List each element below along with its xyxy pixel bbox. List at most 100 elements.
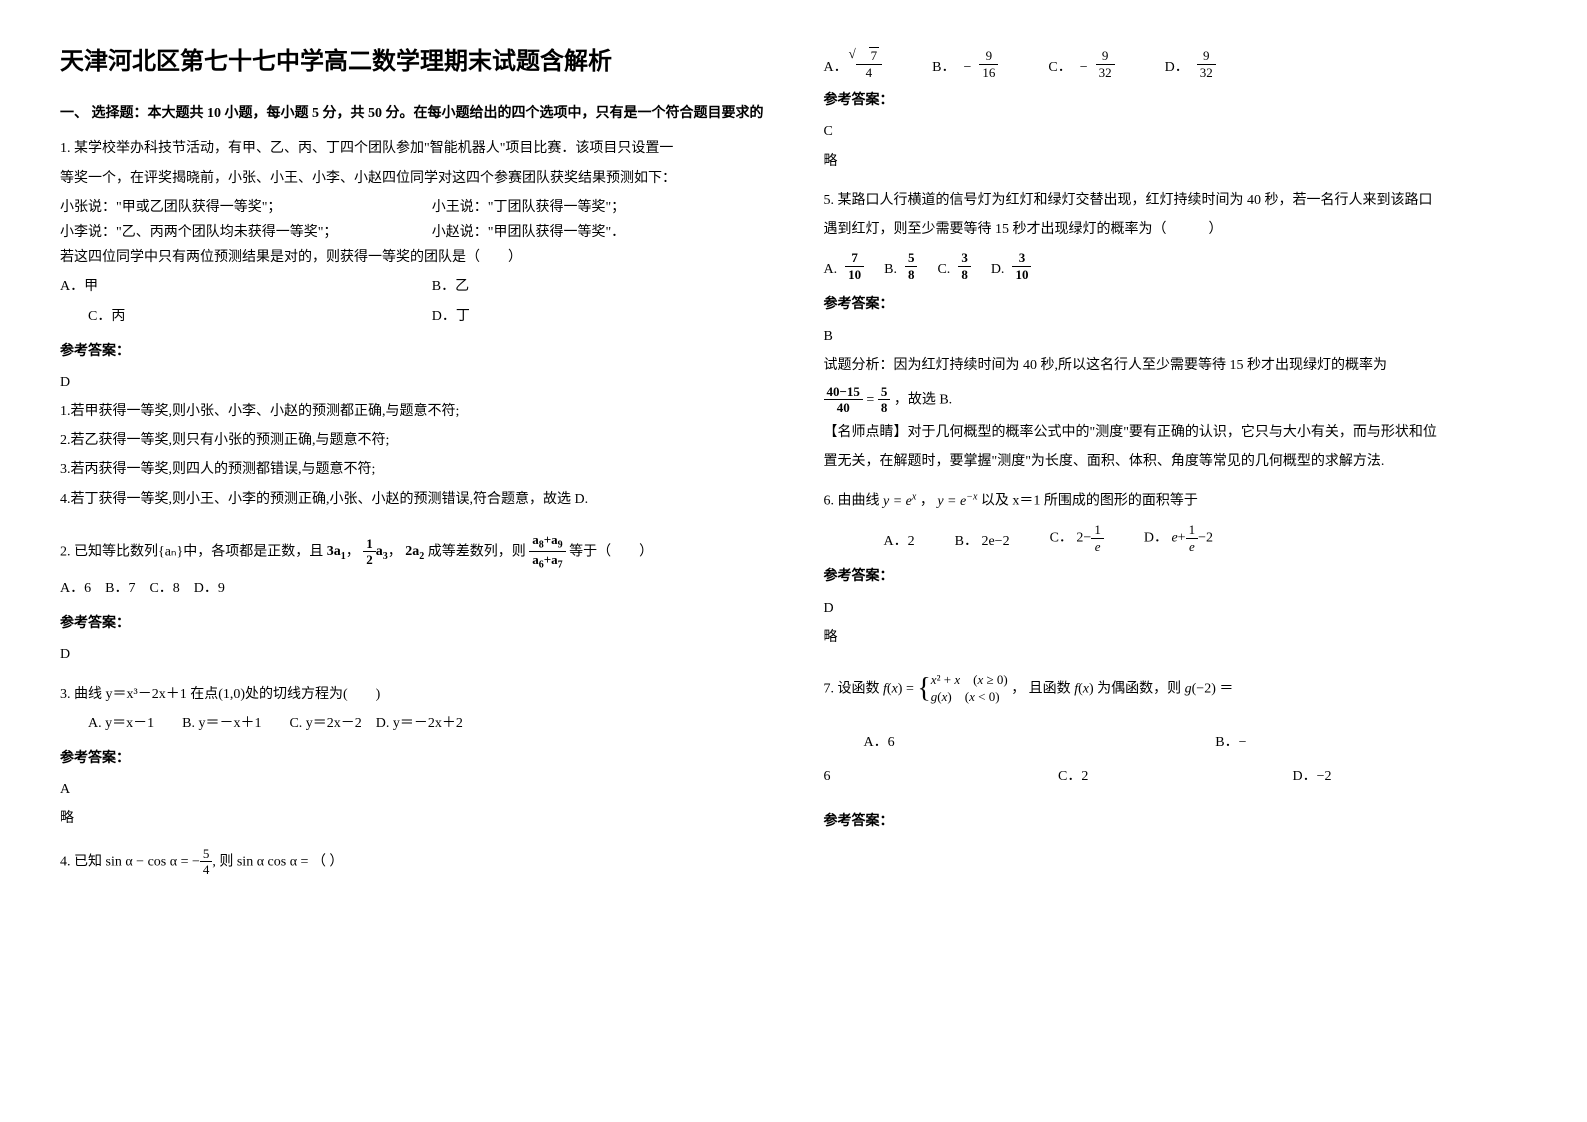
question-6: 6. 由曲线 y = ex ， y = e−x 以及 x＝1 所围成的图形的面积…: [824, 488, 1528, 554]
q5-eq: =: [866, 392, 874, 407]
q6-answer-label: 参考答案：: [824, 564, 1528, 589]
q7-post: ＝: [1219, 681, 1233, 696]
q4-optD-den: 32: [1197, 65, 1216, 81]
q5-line2: 遇到红灯，则至少需要等待 15 秒才出现绿灯的概率为（ ）: [824, 217, 1528, 242]
q7-optC: C．2: [1058, 764, 1293, 789]
q6-answer-letter: D: [824, 596, 1528, 621]
q2-answer-label: 参考答案：: [60, 611, 764, 636]
q7-answer-label: 参考答案：: [824, 809, 1528, 834]
q5-optB-l: B.: [884, 257, 897, 282]
q2-text-mid: 成等差数列，则: [428, 544, 526, 559]
q4-optD: D． 932: [1165, 48, 1216, 80]
q2-text-pre: 2. 已知等比数列{aₙ}中，各项都是正数，且: [60, 544, 323, 559]
q4-optB: B． −916: [932, 48, 998, 80]
q1-predictions: 小张说："甲或乙团队获得一等奖"； 小王说："丁团队获得一等奖"；: [60, 195, 764, 220]
q5e-n1: 40−15: [827, 384, 860, 399]
q7-optB: B．−: [1215, 730, 1527, 755]
question-4-stem: 4. 已知 sin α − cos α = −54, 则 sin α cos α…: [60, 846, 764, 878]
q2-text: 2. 已知等比数列{aₙ}中，各项都是正数，且 3a1， 12a3， 2a2 成…: [60, 532, 764, 572]
q6-optD: D． e+1e−2: [1144, 522, 1213, 554]
q7-mid: ， 且函数: [1011, 681, 1071, 696]
q1-line2: 等奖一个，在评奖揭晓前，小张、小王、小李、小赵四位同学对这四个参赛团队获奖结果预…: [60, 166, 764, 191]
q4-answer: C 略: [824, 119, 1528, 173]
q1-line3b: 小王说："丁团队获得一等奖"；: [432, 195, 764, 220]
q4-text: 4. 已知 sin α − cos α = −54, 则 sin α cos α…: [60, 846, 764, 878]
q6b-v: 2e−2: [981, 534, 1009, 549]
section-header: 一、 选择题：本大题共 10 小题，每小题 5 分，共 50 分。在每小题给出的…: [60, 101, 764, 126]
q7-pre: 7. 设函数: [824, 681, 880, 696]
q4-optB-den: 16: [979, 65, 998, 81]
q6-text: 6. 由曲线 y = ex ， y = e−x 以及 x＝1 所围成的图形的面积…: [824, 488, 1528, 514]
q1-line4b: 小赵说："甲团队获得一等奖"．: [432, 220, 764, 245]
q5b-d: 8: [908, 267, 915, 282]
q4-pre: 4. 已知: [60, 854, 102, 869]
q5d-d: 10: [1015, 267, 1028, 282]
q5-optB: B. 5 8: [884, 250, 917, 282]
q1-options: A．甲 B．乙 C．丙 D．丁: [60, 274, 764, 328]
q5a-d: 10: [848, 267, 861, 282]
q6b-l: B．: [955, 534, 978, 549]
q6-optA: A．2: [884, 529, 915, 554]
q5-tip1: 【名师点睛】对于几何概型的概率公式中的"测度"要有正确的认识，它只与大小有关，而…: [824, 420, 1528, 445]
q4-optD-letter: D．: [1165, 55, 1189, 80]
q1-line4a: 小李说："乙、丙两个团队均未获得一等奖"；: [60, 220, 392, 245]
q5-options: A. 7 10 B. 5 8 C. 38 D. 3 10: [824, 250, 1528, 282]
q3-options: A. y＝x－1 B. y＝－x＋1 C. y＝2x－2 D. y＝－2x＋2: [60, 711, 764, 736]
q4-post: （ ）: [312, 854, 344, 869]
q4-optA-letter: A．: [824, 55, 848, 80]
q5e-d2: 8: [881, 400, 888, 415]
q4-optD-num: 9: [1197, 48, 1216, 65]
question-3: 3. 曲线 y＝x³－2x＋1 在点(1,0)处的切线方程为( ) A. y＝x…: [60, 682, 764, 736]
q6-pre: 6. 由曲线: [824, 494, 884, 509]
q7-mid2: 为偶函数，则: [1097, 681, 1181, 696]
question-2: 2. 已知等比数列{aₙ}中，各项都是正数，且 3a1， 12a3， 2a2 成…: [60, 532, 764, 601]
q4-optB-letter: B．: [932, 55, 955, 80]
q5b-n: 5: [908, 250, 915, 265]
question-5: 5. 某路口人行横道的信号灯为红灯和绿灯交替出现，红灯持续时间为 40 秒，若一…: [824, 188, 1528, 283]
q5-optD-l: D.: [991, 257, 1005, 282]
q4-optB-num: 9: [979, 48, 998, 65]
q5a-n: 7: [851, 250, 858, 265]
q1-optA: A．甲: [60, 274, 392, 299]
q4-answer-label: 参考答案：: [824, 88, 1528, 113]
q3-answer-label: 参考答案：: [60, 746, 764, 771]
q3-exp: 略: [60, 806, 764, 831]
q4-four: 4: [856, 65, 883, 81]
q6c-l: C．: [1050, 531, 1073, 546]
q7-optD: D．−2: [1293, 764, 1528, 789]
q5-answer-label: 参考答案：: [824, 292, 1528, 317]
q5e-n2: 5: [881, 384, 888, 399]
q1-exp1: 1.若甲获得一等奖,则小张、小李、小赵的预测都正确,与题意不符;: [60, 399, 764, 424]
q5-line1: 5. 某路口人行横道的信号灯为红灯和绿灯交替出现，红灯持续时间为 40 秒，若一…: [824, 188, 1528, 213]
q5c-n: 3: [961, 250, 968, 265]
q6d-l: D．: [1144, 531, 1168, 546]
q4-optC-letter: C．: [1048, 55, 1071, 80]
q1-answer-letter: D: [60, 370, 764, 395]
q4-optA: A． 74: [824, 48, 883, 80]
q1-predictions-2: 小李说："乙、丙两个团队均未获得一等奖"； 小赵说："甲团队获得一等奖"．: [60, 220, 764, 245]
q3-answer-letter: A: [60, 777, 764, 802]
page-title: 天津河北区第七十七中学高二数学理期末试题含解析: [60, 40, 764, 83]
q4-exp: 略: [824, 149, 1528, 174]
q5c-d: 8: [961, 267, 968, 282]
q5-optA-l: A.: [824, 257, 838, 282]
q5-optD: D. 3 10: [991, 250, 1032, 282]
q4-optC-den: 32: [1096, 65, 1115, 81]
q1-answer-label: 参考答案：: [60, 339, 764, 364]
q1-exp4: 4.若丁获得一等奖,则小王、小李的预测正确,小张、小赵的预测错误,符合题意，故选…: [60, 487, 764, 512]
q2-answer-letter: D: [60, 642, 764, 667]
q6-exp: 略: [824, 625, 1528, 650]
q5-tip2: 置无关，在解题时，要掌握"测度"为长度、面积、体积、角度等常见的几何概型的求解方…: [824, 449, 1528, 474]
q5-exp1: 试题分析：因为红灯持续时间为 40 秒,所以这名行人至少需要等待 15 秒才出现…: [824, 353, 1528, 378]
question-1: 1. 某学校举办科技节活动，有甲、乙、丙、丁四个团队参加"智能机器人"项目比赛．…: [60, 136, 764, 328]
q1-optC: C．丙: [60, 304, 392, 329]
q4-answer-letter: C: [824, 119, 1528, 144]
q6-optC: C． 2−1e: [1050, 522, 1104, 554]
q5d-n: 3: [1019, 250, 1026, 265]
q5-exp-frac: 40−1540 = 58 ，故选 B.: [824, 384, 1528, 416]
q3-answer: A 略: [60, 777, 764, 831]
q1-exp2: 2.若乙获得一等奖,则只有小张的预测正确,与题意不符;: [60, 428, 764, 453]
q7-options-row1: A．6 B．−: [864, 730, 1528, 755]
q2-text-tail: 等于（ ）: [569, 544, 653, 559]
q5-optC: C. 38: [937, 250, 970, 282]
